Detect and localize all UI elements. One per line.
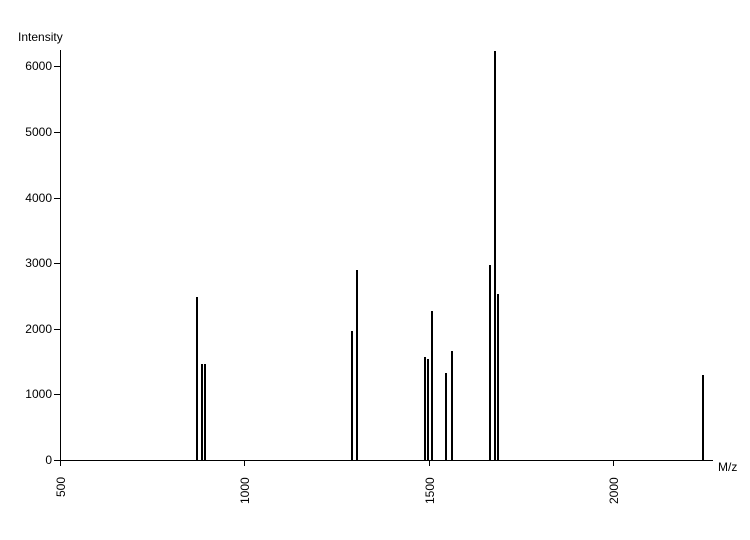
spectrum-peak <box>204 364 206 460</box>
spectrum-peak <box>427 359 429 460</box>
spectrum-peak <box>451 351 453 460</box>
y-tick-label: 5000 <box>12 125 52 139</box>
spectrum-peak <box>489 265 491 460</box>
spectrum-peak <box>201 364 203 460</box>
spectrum-peak <box>497 294 499 460</box>
x-tick-label: 1000 <box>238 477 252 504</box>
y-axis <box>60 50 61 460</box>
x-tick-label: 2000 <box>607 477 621 504</box>
y-axis-title: Intensity <box>18 30 63 44</box>
spectrum-peak <box>702 375 704 460</box>
mass-spectrum-chart: Intensity M/z 0 1000 2000 3000 4000 5000 6000 5… <box>0 0 750 540</box>
y-tick-label: 6000 <box>12 59 52 73</box>
spectrum-peak <box>494 51 496 460</box>
x-tick <box>613 460 614 466</box>
x-tick-label: 500 <box>54 477 68 497</box>
y-tick <box>54 394 60 395</box>
spectrum-peak <box>356 270 358 460</box>
x-tick <box>60 460 61 466</box>
y-tick <box>54 132 60 133</box>
spectrum-peak <box>196 297 198 460</box>
y-tick <box>54 66 60 67</box>
y-tick-label: 4000 <box>12 191 52 205</box>
y-tick <box>54 198 60 199</box>
y-tick-label: 3000 <box>12 256 52 270</box>
y-tick-label: 1000 <box>12 387 52 401</box>
x-axis <box>60 460 713 461</box>
x-tick <box>244 460 245 466</box>
y-tick-label: 2000 <box>12 322 52 336</box>
spectrum-peak <box>351 331 353 460</box>
x-axis-title: M/z <box>718 460 737 474</box>
spectrum-peak <box>431 311 433 460</box>
x-tick <box>429 460 430 466</box>
y-tick <box>54 329 60 330</box>
x-tick-label: 1500 <box>423 477 437 504</box>
spectrum-peak <box>445 373 447 460</box>
y-tick-label: 0 <box>12 453 52 467</box>
y-tick <box>54 263 60 264</box>
